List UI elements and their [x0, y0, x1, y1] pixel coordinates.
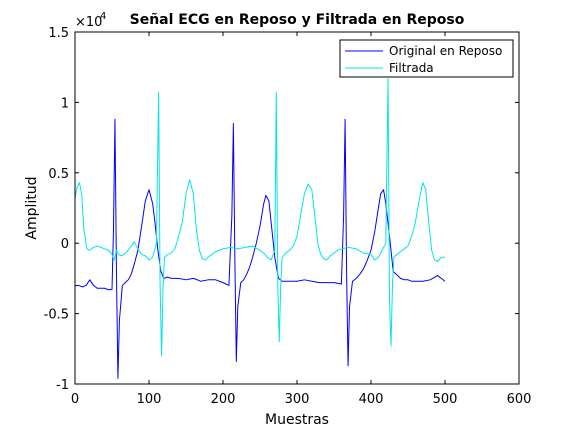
y-tick-label: 0.5 [48, 167, 69, 182]
y-tick-label: 1.5 [48, 26, 69, 41]
series-line-original [75, 118, 446, 379]
y-axis-ticks: -1 -0.5 0 0.5 1 1.5 [44, 26, 519, 393]
y-tick-label: 1 [61, 96, 69, 111]
series-line-filtrada [75, 77, 445, 357]
y-axis-label: Amplitud [24, 176, 40, 239]
plot-background [75, 32, 519, 384]
legend-box [339, 39, 514, 78]
x-tick-label: 400 [359, 392, 384, 407]
x-tick-label: 500 [433, 392, 458, 407]
x-axis-label: Muestras [265, 412, 329, 428]
y-tick-label: -0.5 [44, 308, 69, 323]
legend-label-filtrada: Filtrada [389, 61, 434, 75]
exponent-power: 4 [100, 11, 106, 22]
x-tick-label: 200 [211, 392, 236, 407]
series-layer [75, 77, 446, 379]
legend-label-original: Original en Reposo [389, 44, 502, 58]
x-tick-label: 0 [71, 392, 79, 407]
x-tick-label: 300 [285, 392, 310, 407]
chart-title: Señal ECG en Reposo y Filtrada en Reposo [130, 12, 465, 28]
y-tick-label: -1 [56, 378, 69, 393]
exponent-base: ×10 [75, 15, 102, 30]
exponent-label: ×10 4 [75, 11, 106, 30]
y-tick-label: 0 [61, 237, 69, 252]
x-axis-ticks: 0 100 200 300 400 500 600 [71, 32, 532, 407]
x-tick-label: 600 [507, 392, 532, 407]
x-tick-label: 100 [137, 392, 162, 407]
legend: Original en Reposo Filtrada [339, 39, 514, 78]
plot-area: 0 100 200 300 400 500 600 -1 -0.5 0 0.5 1 1.5 [44, 26, 532, 407]
